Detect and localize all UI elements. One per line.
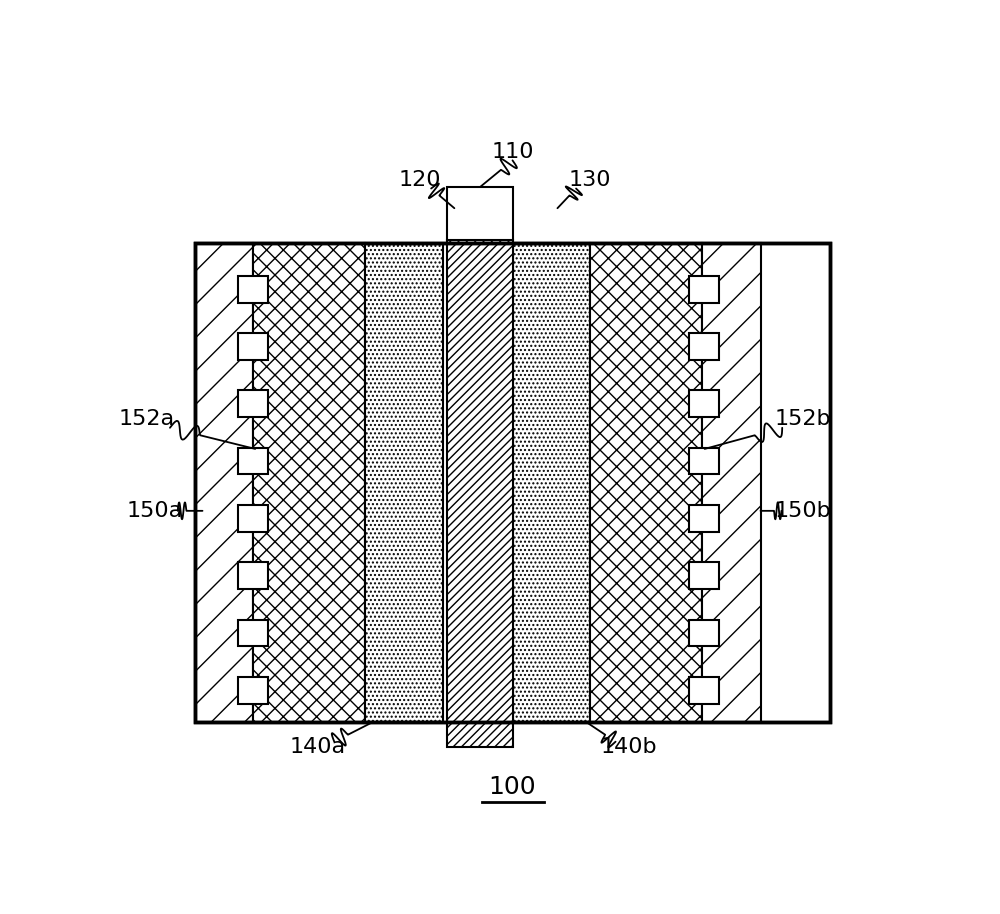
Bar — [253, 243, 365, 722]
Bar — [689, 620, 719, 646]
Bar — [689, 562, 719, 589]
Bar — [689, 505, 719, 532]
Text: 110: 110 — [491, 142, 534, 162]
Bar — [238, 448, 268, 474]
Text: 100: 100 — [489, 775, 536, 799]
Text: 140b: 140b — [600, 737, 657, 757]
Bar — [689, 390, 719, 417]
Text: 150b: 150b — [775, 501, 832, 521]
Text: 152a: 152a — [119, 409, 175, 430]
Bar — [238, 333, 268, 360]
Bar — [689, 276, 719, 303]
Bar — [689, 448, 719, 474]
Bar — [238, 390, 268, 417]
Text: 150a: 150a — [126, 501, 183, 521]
Bar — [238, 562, 268, 589]
Bar — [689, 677, 719, 704]
Bar — [195, 243, 830, 722]
Bar — [689, 333, 719, 360]
Text: 152b: 152b — [775, 409, 831, 430]
Text: 130: 130 — [569, 170, 611, 190]
Bar — [238, 276, 268, 303]
Text: 120: 120 — [398, 170, 441, 190]
Bar — [238, 677, 268, 704]
Bar — [365, 243, 443, 722]
Bar — [512, 243, 590, 722]
Bar — [195, 243, 253, 722]
Bar — [238, 620, 268, 646]
Bar — [447, 239, 512, 747]
Bar — [702, 243, 761, 722]
Text: 140a: 140a — [289, 737, 345, 757]
Bar — [447, 187, 512, 239]
Bar — [238, 505, 268, 532]
Bar — [195, 243, 830, 722]
Bar — [590, 243, 702, 722]
